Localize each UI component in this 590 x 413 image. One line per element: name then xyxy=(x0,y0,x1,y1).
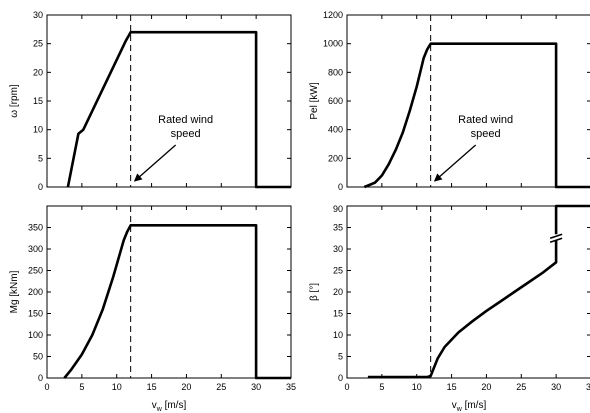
pitch-angle-plot: 0 5 10 15 20 25 30 35 0 5 10 15 20 25 30 35 90 β [°] vw [m… xyxy=(309,204,590,413)
y-axis-label: β [°] xyxy=(309,283,320,301)
annotation-arrow xyxy=(133,144,177,182)
annotation-arrow xyxy=(433,144,477,182)
y-axis-label: Mg [kNm] xyxy=(9,270,20,313)
y-tick-label: 200 xyxy=(328,153,343,163)
y-tick-label: 25 xyxy=(333,266,343,276)
x-axis-label-unit: [m/s] xyxy=(462,400,487,411)
x-tick-label: 30 xyxy=(551,382,561,392)
y-tick-label: 0 xyxy=(38,373,43,383)
y-tick-label: 350 xyxy=(28,223,43,233)
series-line xyxy=(63,224,291,380)
annotation-text: Rated wind xyxy=(458,114,513,126)
axes-frame xyxy=(346,14,590,188)
x-tick-label: 0 xyxy=(44,382,49,392)
x-tick-label: 25 xyxy=(216,382,226,392)
axes-frame xyxy=(46,14,292,188)
y-tick-label: 30 xyxy=(333,244,343,254)
y-tick-label: 1200 xyxy=(323,10,343,20)
x-tick-label: 5 xyxy=(79,382,84,392)
y-tick-label: 10 xyxy=(33,125,43,135)
x-tick-label: 25 xyxy=(516,382,526,392)
x-axis-label-subscript: w xyxy=(456,406,463,413)
y-tick-label: 15 xyxy=(33,96,43,106)
y-tick-label: 50 xyxy=(33,352,43,362)
series-line xyxy=(363,42,590,189)
x-tick-label: 20 xyxy=(181,382,191,392)
y-tick-label: 300 xyxy=(28,244,43,254)
x-tick-label: 10 xyxy=(412,382,422,392)
y-tick-label: 15 xyxy=(333,309,343,319)
y-tick-label: 150 xyxy=(28,309,43,319)
y-tick-label: 250 xyxy=(28,266,43,276)
x-axis-label-main: v xyxy=(452,400,457,411)
axis-break-mark xyxy=(549,233,563,239)
x-axis-label-main: v xyxy=(152,400,157,411)
y-tick-label: 200 xyxy=(28,287,43,297)
y-tick-label: 10 xyxy=(333,330,343,340)
rotor-speed-plot: 0 5 10 15 20 25 30 ω [rpm] Rated wind speed xyxy=(9,10,292,192)
x-tick-label: 15 xyxy=(147,382,157,392)
y-tick-label: 100 xyxy=(28,330,43,340)
series-line xyxy=(367,204,590,379)
annotation-text: Rated wind xyxy=(158,114,213,126)
y-tick-label: 0 xyxy=(338,182,343,192)
x-axis-label: vw [m/s] xyxy=(152,400,187,413)
y-axis-label: Pel [kW] xyxy=(309,82,320,119)
x-tick-label: 35 xyxy=(586,382,590,392)
y-tick-label: 5 xyxy=(38,153,43,163)
x-axis-label-subscript: w xyxy=(156,406,163,413)
series-line xyxy=(66,30,291,189)
y-tick-label: 20 xyxy=(33,67,43,77)
x-axis-label: vw [m/s] xyxy=(452,400,487,413)
x-axis-label-unit: [m/s] xyxy=(162,400,187,411)
x-tick-label: 5 xyxy=(379,382,384,392)
annotation-text: speed xyxy=(471,128,501,140)
y-tick-label: 90 xyxy=(333,204,343,214)
axis-break-mark xyxy=(549,237,563,243)
axis-break-gap xyxy=(550,234,563,241)
axes-frame xyxy=(346,205,590,379)
y-tick-label: 30 xyxy=(33,10,43,20)
x-tick-label: 15 xyxy=(447,382,457,392)
x-tick-label: 35 xyxy=(286,382,296,392)
annotation-text: speed xyxy=(171,128,201,140)
y-tick-label: 20 xyxy=(333,287,343,297)
y-axis-label: ω [rpm] xyxy=(9,84,20,118)
y-tick-label: 25 xyxy=(33,39,43,49)
x-tick-label: 20 xyxy=(481,382,491,392)
y-tick-label: 1000 xyxy=(323,39,343,49)
x-tick-label: 30 xyxy=(251,382,261,392)
electric-power-plot: 0 200 400 600 800 1000 1200 Pel [kW] Rated wind s… xyxy=(309,10,590,192)
y-tick-label: 400 xyxy=(328,125,343,135)
x-tick-label: 0 xyxy=(344,382,349,392)
y-tick-label: 5 xyxy=(338,352,343,362)
y-tick-label: 35 xyxy=(333,223,343,233)
y-tick-label: 0 xyxy=(38,182,43,192)
y-tick-label: 800 xyxy=(328,67,343,77)
y-tick-label: 0 xyxy=(338,373,343,383)
y-tick-label: 600 xyxy=(328,96,343,106)
x-tick-label: 10 xyxy=(112,382,122,392)
